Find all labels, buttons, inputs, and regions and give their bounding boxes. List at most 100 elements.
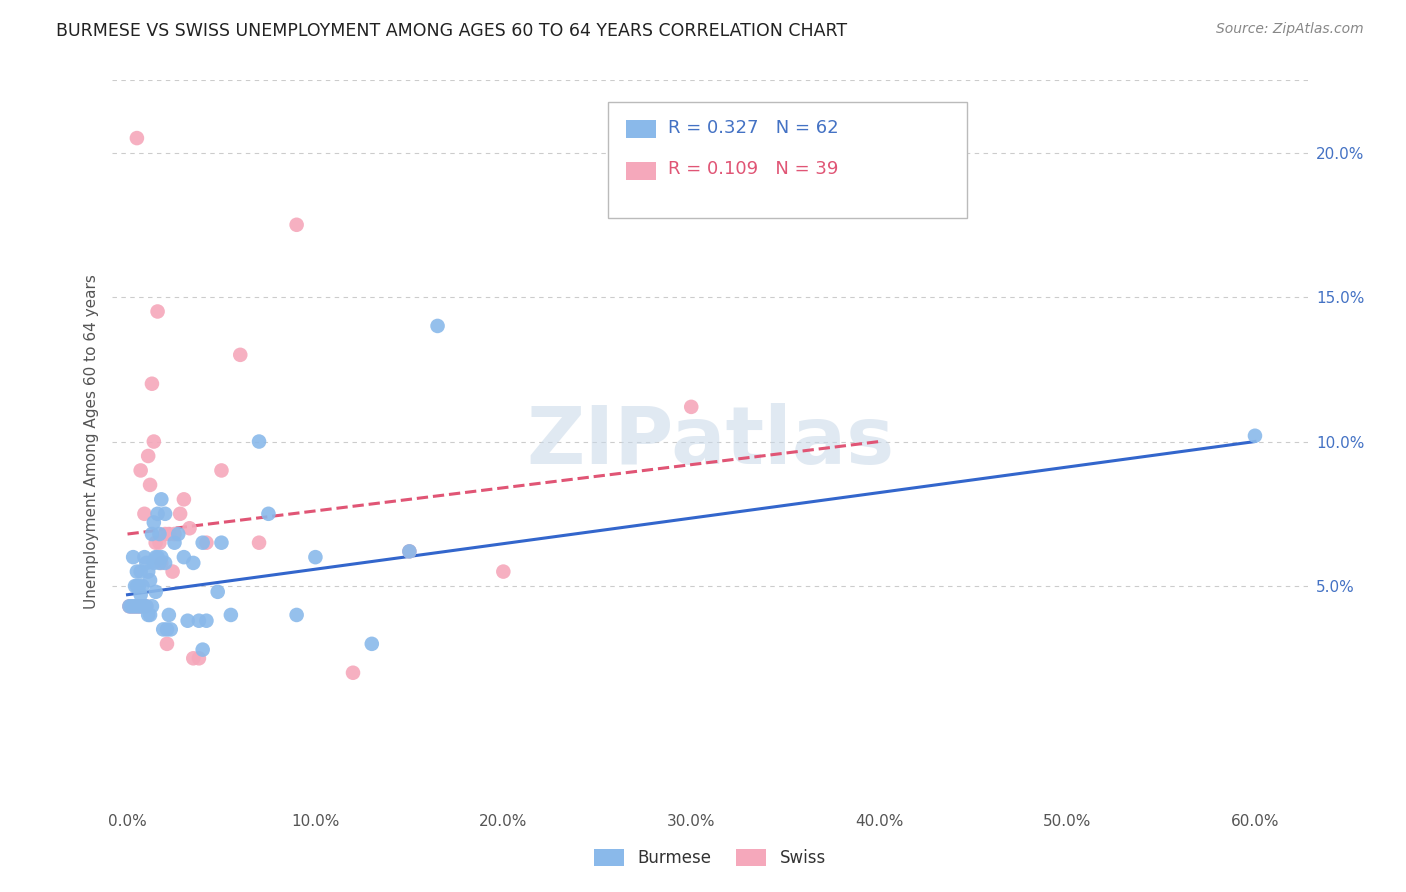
Point bbox=[179, 521, 201, 535]
Point bbox=[134, 507, 156, 521]
Point bbox=[135, 599, 157, 614]
Point bbox=[136, 607, 159, 622]
Point bbox=[176, 614, 198, 628]
Point bbox=[247, 535, 270, 549]
Point bbox=[167, 527, 190, 541]
Point bbox=[211, 463, 233, 477]
Point bbox=[148, 535, 170, 549]
Text: R = 0.327   N = 62: R = 0.327 N = 62 bbox=[668, 119, 839, 137]
Point bbox=[211, 535, 233, 549]
Point bbox=[173, 550, 195, 565]
Point bbox=[162, 565, 184, 579]
Point bbox=[131, 579, 153, 593]
Point bbox=[141, 527, 163, 541]
Point bbox=[129, 463, 152, 477]
Point bbox=[139, 574, 162, 588]
Point bbox=[191, 535, 214, 549]
Point bbox=[118, 599, 141, 614]
Point bbox=[181, 556, 204, 570]
Point bbox=[360, 637, 382, 651]
Point bbox=[125, 565, 148, 579]
Point bbox=[342, 665, 364, 680]
Point bbox=[207, 584, 229, 599]
Text: Source: ZipAtlas.com: Source: ZipAtlas.com bbox=[1216, 22, 1364, 37]
Point bbox=[195, 535, 218, 549]
Point bbox=[122, 550, 145, 565]
Point bbox=[398, 544, 420, 558]
Point bbox=[681, 400, 703, 414]
Point bbox=[124, 579, 146, 593]
Point bbox=[148, 527, 170, 541]
Point bbox=[136, 449, 159, 463]
Point bbox=[148, 556, 170, 570]
Point bbox=[125, 579, 148, 593]
Point bbox=[136, 565, 159, 579]
Point bbox=[142, 516, 165, 530]
Y-axis label: Unemployment Among Ages 60 to 64 years: Unemployment Among Ages 60 to 64 years bbox=[83, 274, 98, 609]
Point bbox=[150, 556, 173, 570]
Text: BURMESE VS SWISS UNEMPLOYMENT AMONG AGES 60 TO 64 YEARS CORRELATION CHART: BURMESE VS SWISS UNEMPLOYMENT AMONG AGES… bbox=[56, 22, 848, 40]
Point bbox=[128, 599, 150, 614]
FancyBboxPatch shape bbox=[609, 102, 967, 218]
Point bbox=[153, 556, 176, 570]
Point bbox=[120, 599, 142, 614]
Point bbox=[150, 492, 173, 507]
Point bbox=[145, 584, 167, 599]
Point bbox=[150, 550, 173, 565]
Point bbox=[156, 637, 179, 651]
Point bbox=[219, 607, 242, 622]
Point bbox=[134, 599, 156, 614]
Point bbox=[159, 623, 181, 637]
Point bbox=[157, 607, 180, 622]
Point bbox=[187, 651, 209, 665]
Point bbox=[153, 507, 176, 521]
Point bbox=[257, 507, 280, 521]
Point bbox=[285, 218, 308, 232]
Point bbox=[142, 556, 165, 570]
Point bbox=[118, 599, 141, 614]
Point bbox=[125, 599, 148, 614]
Point bbox=[426, 318, 449, 333]
Point bbox=[173, 492, 195, 507]
Point bbox=[181, 651, 204, 665]
Point bbox=[146, 550, 169, 565]
Point bbox=[163, 535, 186, 549]
Point bbox=[398, 544, 420, 558]
FancyBboxPatch shape bbox=[627, 120, 657, 138]
Point bbox=[157, 527, 180, 541]
Point bbox=[129, 599, 152, 614]
Point bbox=[129, 565, 152, 579]
Point bbox=[129, 588, 152, 602]
Point bbox=[125, 599, 148, 614]
Point bbox=[141, 599, 163, 614]
Point bbox=[131, 599, 153, 614]
Point bbox=[129, 599, 152, 614]
Point bbox=[145, 550, 167, 565]
Point bbox=[141, 376, 163, 391]
Point bbox=[135, 599, 157, 614]
Point bbox=[122, 599, 145, 614]
Point bbox=[134, 550, 156, 565]
Point bbox=[125, 131, 148, 145]
Point bbox=[247, 434, 270, 449]
Point bbox=[131, 599, 153, 614]
Point bbox=[195, 614, 218, 628]
Legend: Burmese, Swiss: Burmese, Swiss bbox=[595, 848, 825, 867]
Point bbox=[145, 535, 167, 549]
Point bbox=[122, 599, 145, 614]
Point bbox=[187, 614, 209, 628]
Point bbox=[153, 527, 176, 541]
Point bbox=[142, 434, 165, 449]
FancyBboxPatch shape bbox=[627, 161, 657, 179]
Point bbox=[152, 623, 174, 637]
Point bbox=[124, 599, 146, 614]
Point bbox=[492, 565, 515, 579]
Point bbox=[1244, 429, 1267, 443]
Point bbox=[124, 599, 146, 614]
Point bbox=[229, 348, 252, 362]
Text: R = 0.109   N = 39: R = 0.109 N = 39 bbox=[668, 161, 838, 178]
Point bbox=[191, 642, 214, 657]
Point bbox=[163, 527, 186, 541]
Point bbox=[285, 607, 308, 622]
Point bbox=[146, 304, 169, 318]
